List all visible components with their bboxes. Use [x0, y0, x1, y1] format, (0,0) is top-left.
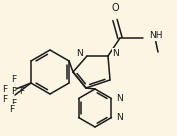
- Text: N: N: [76, 49, 83, 58]
- Text: O: O: [111, 3, 119, 13]
- Text: F: F: [9, 104, 15, 114]
- Text: F: F: [19, 87, 25, 97]
- Text: N: N: [116, 113, 123, 122]
- Text: F: F: [12, 100, 17, 109]
- Text: N: N: [112, 49, 119, 58]
- Text: F: F: [2, 86, 7, 95]
- Text: N: N: [116, 94, 123, 103]
- Text: F: F: [2, 95, 7, 104]
- Text: F: F: [12, 87, 17, 97]
- Text: F: F: [12, 75, 17, 84]
- Text: NH: NH: [149, 32, 162, 41]
